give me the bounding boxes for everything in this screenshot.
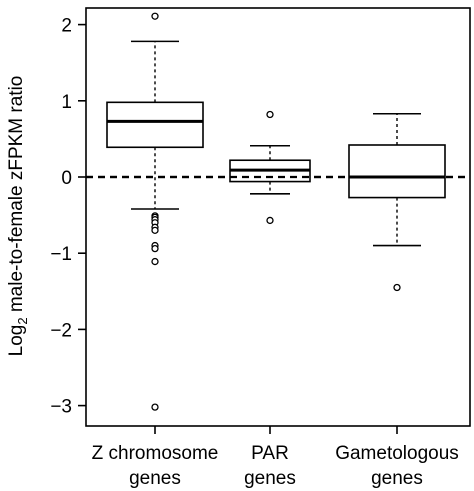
box-group <box>348 112 446 292</box>
outlier-point <box>151 12 159 20</box>
outlier-point <box>266 216 274 225</box>
y-tick-label: 2 <box>61 16 72 37</box>
y-axis-title-rest: male-to-female zFPKM ratio <box>6 76 27 318</box>
category-label-line2: genes <box>244 468 296 489</box>
category-label-line1: PAR <box>251 443 289 464</box>
y-tick-label: −2 <box>50 320 72 341</box>
y-tick-label: −1 <box>50 244 72 265</box>
boxes <box>86 12 470 411</box>
category-label-line1: Gametologous <box>335 443 459 464</box>
y-tick-label: 1 <box>61 92 72 113</box>
y-axis: 2 1 0 −1 −2 −3 <box>50 16 86 418</box>
box-group <box>106 12 204 411</box>
outlier-point <box>151 244 159 253</box>
plot-frame <box>85 7 471 427</box>
outlier-point <box>266 110 274 119</box>
outlier-point <box>151 257 159 266</box>
x-axis: Z chromosome genes PAR genes Gametologous gen… <box>92 426 459 489</box>
box-iqr <box>106 101 204 149</box>
y-axis-title: Log2 male-to-female zFPKM ratio <box>6 76 30 357</box>
y-axis-title-subscript: 2 <box>15 317 30 324</box>
box-iqr <box>348 144 446 199</box>
outlier-point <box>151 226 159 234</box>
outlier-point <box>393 283 401 292</box>
category-label-line2: genes <box>371 468 423 489</box>
category-label-line1: Z chromosome <box>92 443 219 464</box>
outlier-point <box>151 403 159 411</box>
category-label-line2: genes <box>129 468 181 489</box>
box-group <box>229 110 311 225</box>
y-tick-label: −3 <box>50 397 72 418</box>
y-tick-label: 0 <box>61 168 72 189</box>
y-axis-title-main: Log <box>6 325 27 357</box>
